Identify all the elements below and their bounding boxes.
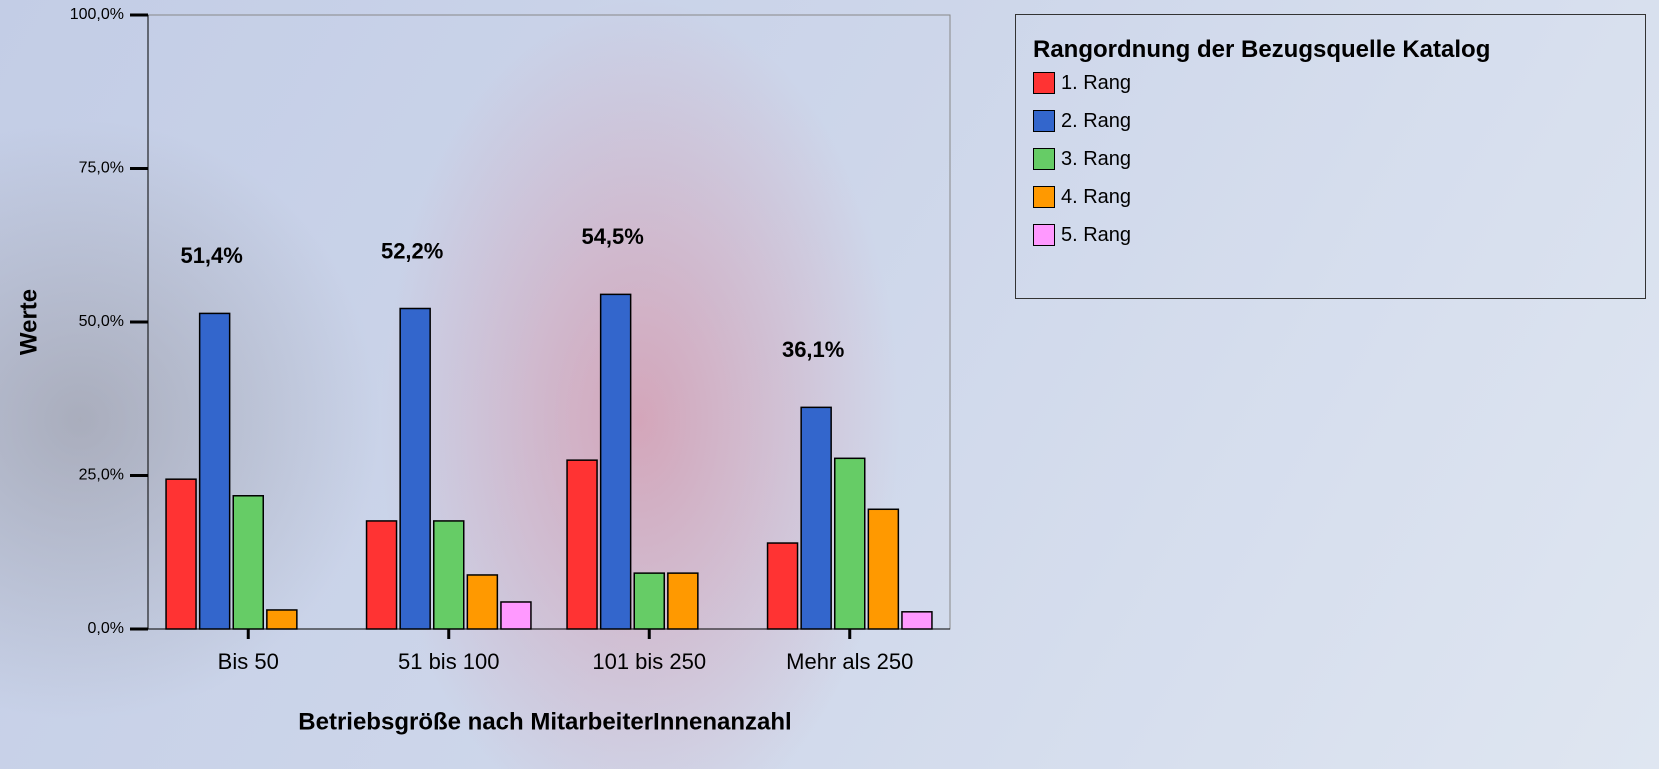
bar — [667, 572, 699, 630]
data-label: 36,1% — [782, 337, 844, 362]
legend-label: 1. Rang — [1061, 71, 1132, 94]
bar — [365, 520, 398, 630]
x-tick-label: Mehr als 250 — [786, 649, 913, 674]
bar — [901, 611, 933, 630]
legend-swatch — [1033, 72, 1055, 94]
bar — [599, 293, 632, 630]
data-label: 51,4% — [180, 243, 242, 268]
legend-swatch — [1033, 186, 1055, 208]
bar — [399, 307, 431, 630]
legend-item: 4. Rang — [1033, 178, 1645, 216]
legend-swatch — [1033, 224, 1055, 246]
bar — [633, 572, 665, 630]
bar — [466, 574, 499, 630]
bar — [834, 457, 866, 630]
x-axis-label: Betriebsgröße nach MitarbeiterInnenanzah… — [298, 708, 791, 735]
legend-item: 5. Rang — [1033, 216, 1645, 254]
data-label: 52,2% — [381, 238, 443, 263]
legend-label: 3. Rang — [1061, 147, 1132, 170]
x-tick-label: 101 bis 250 — [592, 649, 706, 674]
legend-label: 2. Rang — [1061, 109, 1132, 132]
y-tick-label: 50,0% — [79, 313, 124, 330]
legend-title: Rangordnung der Bezugsquelle Katalog — [1033, 36, 1491, 63]
y-tick-label: 75,0% — [79, 160, 124, 177]
bar — [266, 609, 298, 630]
legend-items: 1. Rang 2. Rang 3. Rang 4. Rang 5. Rang — [1033, 64, 1645, 254]
bar — [500, 601, 532, 630]
legend-label: 5. Rang — [1061, 223, 1132, 246]
bar — [867, 508, 900, 630]
bar — [566, 459, 598, 630]
y-tick-label: 0,0% — [88, 620, 124, 637]
y-tick-label: 100,0% — [70, 6, 124, 23]
bar — [232, 495, 264, 630]
bar — [800, 406, 832, 630]
bar — [165, 478, 197, 630]
legend-swatch — [1033, 148, 1055, 170]
data-label: 54,5% — [581, 224, 643, 249]
x-tick-label: Bis 50 — [218, 649, 279, 674]
legend-item: 1. Rang — [1033, 64, 1645, 102]
bar — [766, 542, 799, 630]
legend: Rangordnung der Bezugsquelle Katalog 1. … — [1015, 14, 1646, 299]
legend-item: 2. Rang — [1033, 102, 1645, 140]
bar — [198, 312, 231, 630]
y-tick-label: 25,0% — [79, 467, 124, 484]
legend-swatch — [1033, 110, 1055, 132]
legend-item: 3. Rang — [1033, 140, 1645, 178]
y-axis-label: Werte — [15, 289, 42, 355]
bar — [433, 520, 465, 630]
x-tick-label: 51 bis 100 — [398, 649, 500, 674]
legend-label: 4. Rang — [1061, 185, 1132, 208]
